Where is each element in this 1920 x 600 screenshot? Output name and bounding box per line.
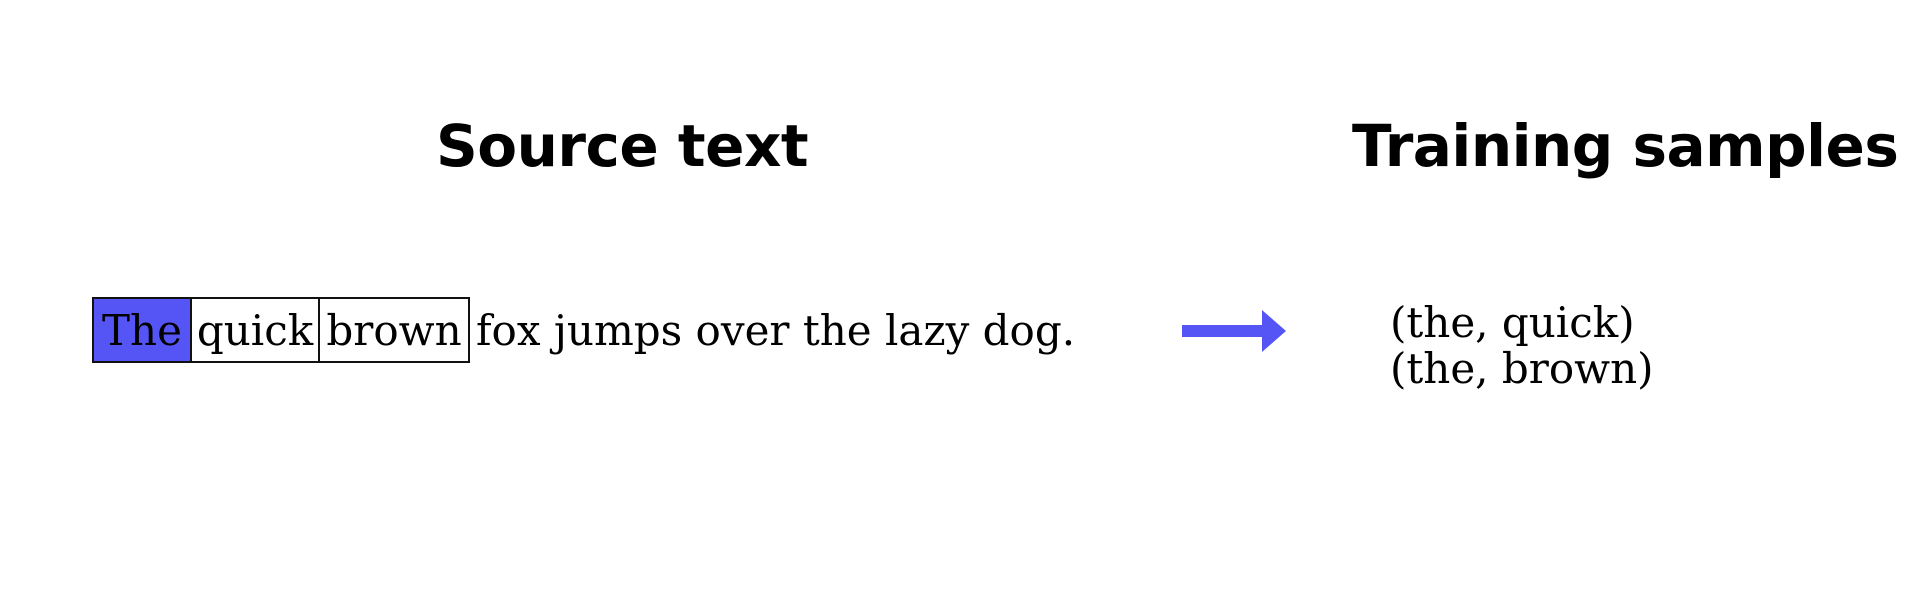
context-word: brown [326,305,462,355]
training-samples-list: (the, quick) (the, brown) [1390,300,1654,392]
context-word: quick [196,305,314,355]
context-word-box: quick [192,297,320,363]
target-word: The [102,305,182,355]
source-text-heading: Source text [436,112,809,180]
right-arrow-icon [1182,310,1286,352]
target-word-box: The [92,297,192,363]
context-word-box: brown [320,297,470,363]
training-samples-heading: Training samples [1352,112,1899,180]
source-sentence: The quick brown fox jumps over the lazy … [92,297,1075,363]
training-sample: (the, brown) [1390,344,1654,393]
training-sample: (the, quick) [1390,298,1635,347]
remaining-sentence-text: fox jumps over the lazy dog. [476,305,1076,355]
